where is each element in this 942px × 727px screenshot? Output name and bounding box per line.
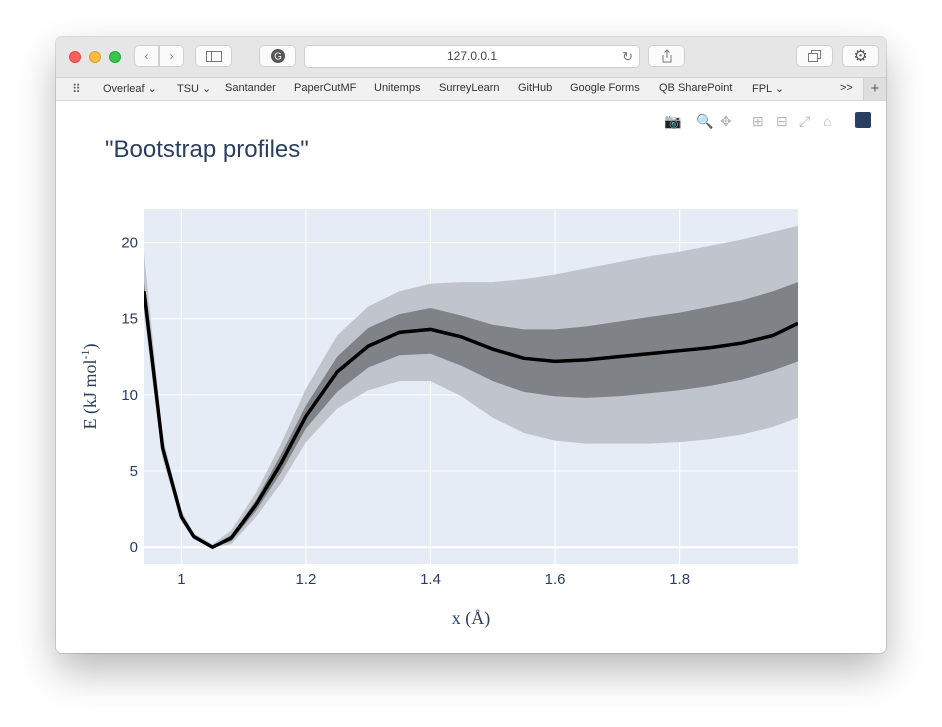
- autoscale-icon[interactable]: ⤢: [799, 113, 811, 129]
- gear-icon: ⚙: [853, 48, 868, 65]
- tabs-icon: [807, 50, 821, 62]
- bookmark-santander[interactable]: Santander: [225, 82, 276, 94]
- tabs-overview-button[interactable]: [796, 45, 833, 67]
- x-tick-label: 1.8: [669, 571, 690, 588]
- x-axis-label: x (Å): [452, 608, 491, 629]
- zoom-out-icon[interactable]: ⊟: [776, 113, 788, 129]
- page-content: 📷 🔍 ✥ ⊞ ⊟ ⤢ ⌂ "Bootstrap profiles" 1 1.2 1…: [56, 101, 886, 653]
- reload-icon[interactable]: ↻: [622, 49, 633, 64]
- mean-profile-line: [144, 291, 798, 549]
- close-window-button[interactable]: [69, 51, 81, 63]
- bookmark-overleaf[interactable]: Overleaf ⌄: [103, 83, 157, 95]
- outer-confidence-band: [144, 225, 798, 548]
- url-text: 127.0.0.1: [446, 49, 498, 63]
- bookmark-unitemps[interactable]: Unitemps: [374, 82, 421, 94]
- share-button[interactable]: [648, 45, 685, 67]
- bookmark-surreylearn[interactable]: SurreyLearn: [439, 82, 500, 94]
- chevron-left-icon: ‹: [144, 49, 149, 63]
- bookmark-google-forms[interactable]: Google Forms: [570, 82, 640, 94]
- bookmark-qb-sharepoint[interactable]: QB SharePoint: [659, 82, 733, 94]
- chevron-right-icon: ›: [169, 49, 174, 63]
- share-icon: [662, 49, 671, 63]
- x-tick-label: 1: [177, 571, 185, 588]
- y-tick-label: 20: [121, 235, 138, 252]
- y-tick-label: 5: [130, 463, 138, 480]
- x-tick-label: 1.4: [420, 571, 441, 588]
- zoom-icon[interactable]: 🔍: [696, 113, 714, 129]
- grammarly-icon: G: [270, 49, 285, 63]
- inner-confidence-band: [144, 282, 798, 548]
- camera-icon[interactable]: 📷: [664, 113, 682, 129]
- bookmark-label: FPL: [752, 83, 772, 95]
- back-button[interactable]: ‹: [134, 45, 159, 67]
- bookmarks-bar: ⠿ Overleaf ⌄ TSU ⌄ Santander PaperCutMF …: [56, 78, 886, 101]
- extension-button[interactable]: G: [259, 45, 296, 67]
- pan-icon[interactable]: ✥: [720, 113, 732, 129]
- sidebar-icon: [205, 50, 222, 62]
- forward-button[interactable]: ›: [159, 45, 184, 67]
- title-bar: ‹ › G 127.0.0.1 ↻ ⚙: [56, 37, 886, 78]
- bookmarks-overflow-button[interactable]: >>: [840, 82, 853, 94]
- y-tick-label: 0: [130, 539, 138, 556]
- settings-button[interactable]: ⚙: [842, 45, 879, 67]
- plotly-logo-icon[interactable]: [855, 112, 871, 128]
- bookmark-fpl[interactable]: FPL ⌄: [752, 83, 785, 95]
- chart-title: "Bootstrap profiles": [105, 136, 309, 163]
- x-tick-label: 1.2: [296, 571, 317, 588]
- bookmark-label: Overleaf: [103, 83, 145, 95]
- chart-svg: 1 1.2 1.4 1.6 1.8 0 5 10 15 20 x (Å) E (kJ mol-1): [78, 209, 798, 629]
- bookmark-papercutmf[interactable]: PaperCutMF: [294, 82, 357, 94]
- x-tick-label: 1.6: [545, 571, 566, 588]
- zoom-in-icon[interactable]: ⊞: [752, 113, 764, 129]
- new-tab-button[interactable]: +: [863, 78, 886, 100]
- reset-axes-icon[interactable]: ⌂: [823, 113, 832, 129]
- bookmark-label: TSU: [177, 83, 199, 95]
- browser-window: ‹ › G 127.0.0.1 ↻ ⚙ ⠿ Overleaf ⌄ TSU ⌄ S…: [56, 37, 886, 653]
- address-bar[interactable]: 127.0.0.1 ↻: [304, 45, 640, 68]
- bookmark-github[interactable]: GitHub: [518, 82, 553, 94]
- svg-text:G: G: [274, 52, 282, 63]
- sidebar-button[interactable]: [195, 45, 232, 67]
- y-tick-label: 15: [121, 311, 138, 328]
- bookmark-tsu[interactable]: TSU ⌄: [177, 83, 212, 95]
- grid-icon[interactable]: ⠿: [72, 82, 81, 96]
- minimize-window-button[interactable]: [89, 51, 101, 63]
- y-axis-label: E (kJ mol-1): [78, 344, 101, 430]
- y-tick-label: 10: [121, 387, 138, 404]
- zoom-window-button[interactable]: [109, 51, 121, 63]
